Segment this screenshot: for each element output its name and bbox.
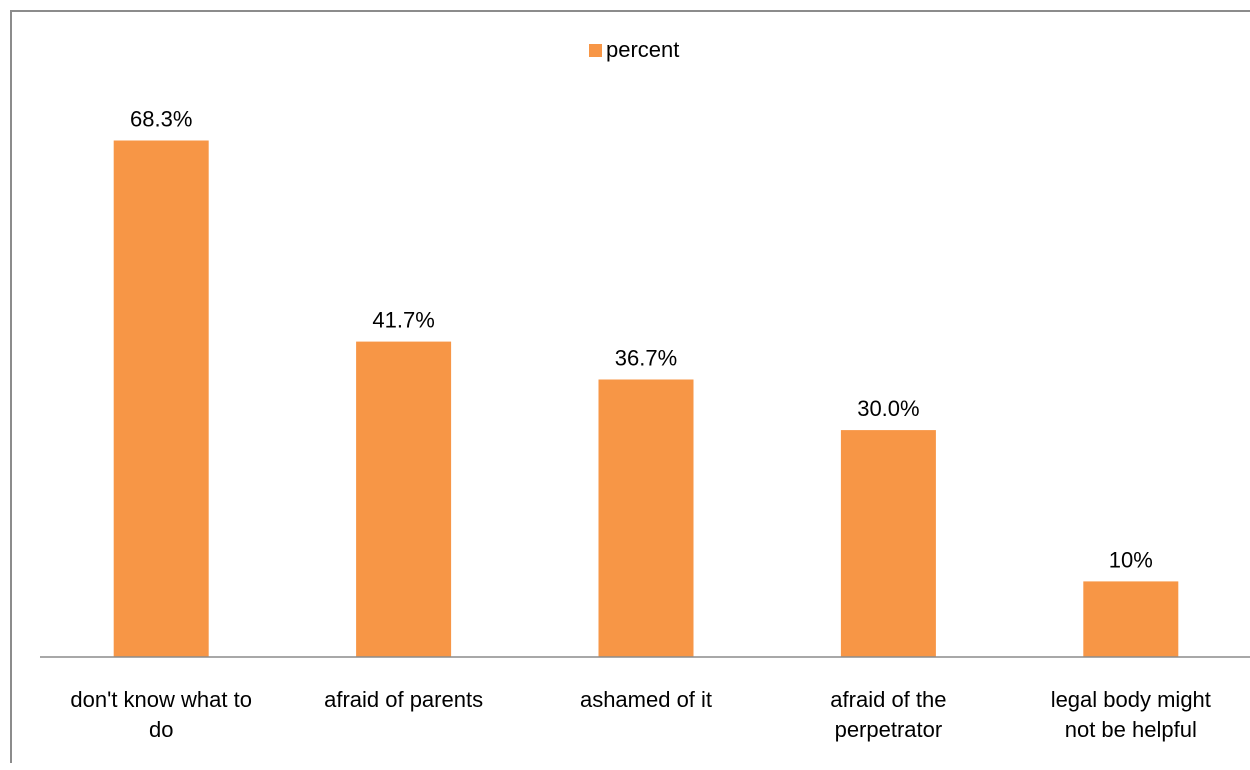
data-labels: 68.3% 41.7% 36.7% 30.0% 10% [130,107,1153,573]
legend-swatch-percent [589,44,602,57]
bar-3 [840,430,936,657]
bar-4 [1083,581,1179,657]
legend-label-percent: percent [606,37,679,62]
data-label-4: 10% [1109,547,1153,572]
category-label-4: legal body might not be helpful [1051,687,1211,742]
bar-chart: percent 68.3% 41.7% 36.7% 30.0% 10% don't kn… [40,37,1250,742]
bar-1 [356,341,452,657]
bar-2 [598,379,694,657]
category-label-0: don't know what to do [70,687,252,742]
data-label-2: 36.7% [615,346,677,371]
category-label-2: ashamed of it [580,687,712,712]
data-label-1: 41.7% [372,308,434,333]
bars [113,140,1179,657]
category-label-1: afraid of parents [324,687,483,712]
data-label-0: 68.3% [130,107,192,132]
category-label-3: afraid of the perpetrator [830,687,946,742]
chart-frame: percent 68.3% 41.7% 36.7% 30.0% 10% don't kn… [10,10,1250,763]
bar-0 [113,140,209,657]
data-label-3: 30.0% [857,396,919,421]
legend: percent [589,37,679,62]
category-labels: don't know what to do afraid of parents ash… [70,687,1210,742]
